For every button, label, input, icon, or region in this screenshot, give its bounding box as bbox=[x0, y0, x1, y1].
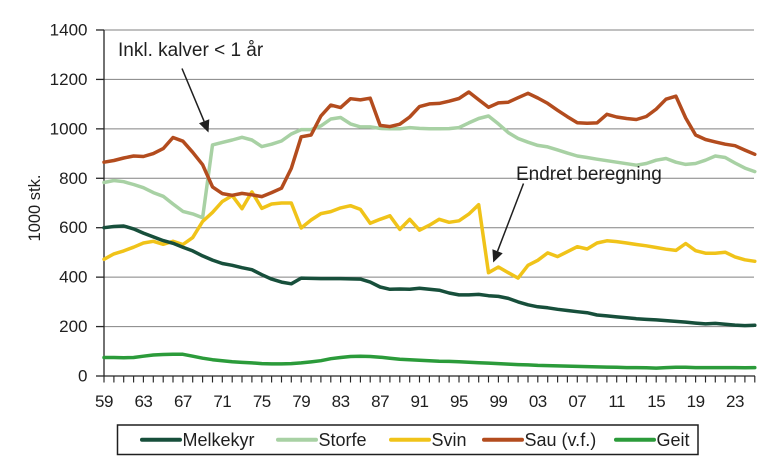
svg-text:400: 400 bbox=[59, 268, 87, 287]
svg-text:79: 79 bbox=[292, 392, 310, 411]
svg-text:23: 23 bbox=[726, 392, 744, 411]
svg-text:1400: 1400 bbox=[50, 21, 88, 40]
svg-text:Endret beregning: Endret beregning bbox=[516, 164, 662, 185]
svg-text:1000: 1000 bbox=[50, 119, 88, 138]
svg-text:19: 19 bbox=[687, 392, 705, 411]
svg-text:800: 800 bbox=[59, 169, 87, 188]
svg-text:1200: 1200 bbox=[50, 70, 88, 89]
svg-text:87: 87 bbox=[371, 392, 389, 411]
svg-text:63: 63 bbox=[134, 392, 152, 411]
svg-text:Geit: Geit bbox=[657, 430, 690, 450]
svg-text:600: 600 bbox=[59, 218, 87, 237]
svg-text:83: 83 bbox=[332, 392, 350, 411]
svg-text:0: 0 bbox=[78, 367, 87, 386]
svg-text:03: 03 bbox=[529, 392, 547, 411]
svg-text:67: 67 bbox=[174, 392, 192, 411]
svg-text:Storfe: Storfe bbox=[319, 430, 367, 450]
svg-text:75: 75 bbox=[253, 392, 271, 411]
svg-text:Svin: Svin bbox=[432, 430, 467, 450]
svg-text:Inkl. kalver < 1 år: Inkl. kalver < 1 år bbox=[118, 40, 264, 61]
svg-text:200: 200 bbox=[59, 317, 87, 336]
svg-text:07: 07 bbox=[568, 392, 586, 411]
svg-text:15: 15 bbox=[647, 392, 665, 411]
svg-text:Melkekyr: Melkekyr bbox=[183, 430, 255, 450]
svg-text:Sau (v.f.): Sau (v.f.) bbox=[525, 430, 597, 450]
svg-text:95: 95 bbox=[450, 392, 468, 411]
svg-text:91: 91 bbox=[411, 392, 429, 411]
svg-text:59: 59 bbox=[95, 392, 113, 411]
svg-text:99: 99 bbox=[489, 392, 507, 411]
svg-text:1000 stk.: 1000 stk. bbox=[26, 175, 44, 242]
svg-text:71: 71 bbox=[213, 392, 231, 411]
svg-text:11: 11 bbox=[608, 392, 625, 411]
